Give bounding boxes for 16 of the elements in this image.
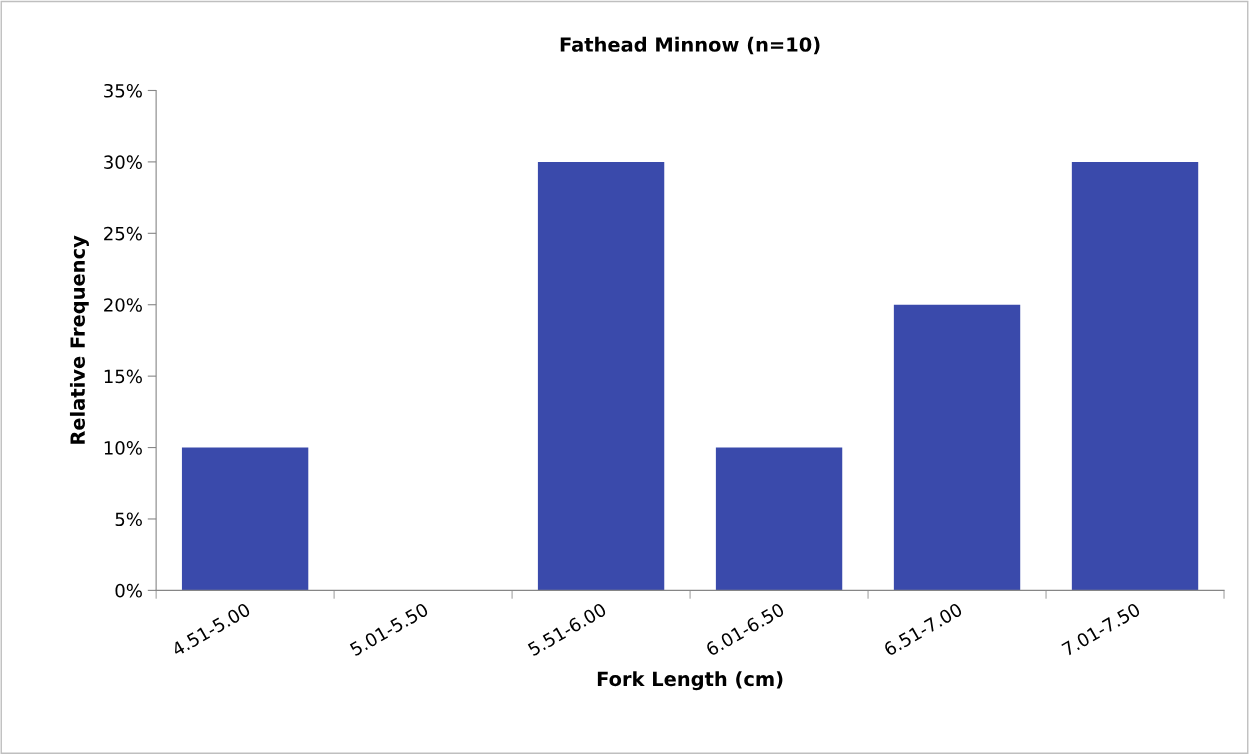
y-tick-label: 35% xyxy=(104,83,142,98)
bar xyxy=(537,161,665,591)
bar xyxy=(893,304,1021,591)
chart-title: Fathead Minnow (n=10) xyxy=(560,36,820,55)
y-tick-label: 30% xyxy=(104,155,142,170)
x-axis-title: Fork Length (cm) xyxy=(597,671,783,691)
y-tick-label: 15% xyxy=(104,369,142,384)
bar xyxy=(181,447,309,591)
y-tick-label: 10% xyxy=(104,441,142,455)
y-tick-label: 0% xyxy=(115,583,142,598)
y-axis-title: Relative Frequency xyxy=(69,235,89,444)
y-tick-label: 25% xyxy=(104,226,142,241)
bar xyxy=(715,447,843,591)
bar xyxy=(1071,161,1199,591)
y-tick-label: 5% xyxy=(115,512,142,527)
y-tick-label: 20% xyxy=(104,298,142,312)
